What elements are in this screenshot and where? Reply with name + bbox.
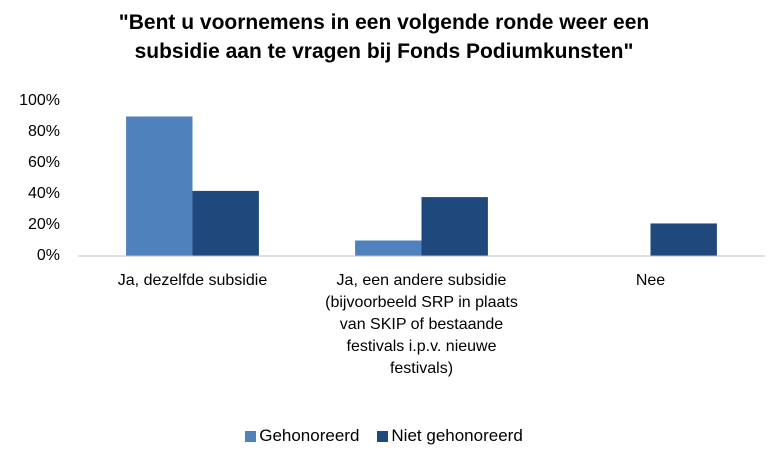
bar [192, 190, 259, 256]
y-tick-label: 60% [28, 154, 60, 171]
bar [355, 240, 422, 256]
legend-label: Gehonoreerd [259, 426, 360, 445]
x-tick-label: Ja, dezelfde subsidie [117, 272, 268, 289]
y-tick-label: 20% [28, 216, 60, 233]
legend-swatch [377, 430, 389, 442]
legend-item: Niet gehonoreerd [377, 426, 523, 446]
y-tick-label: 100% [19, 92, 60, 109]
legend: Gehonoreerd Niet gehonoreerd [0, 426, 768, 446]
y-tick-label: 40% [28, 185, 60, 202]
bar [421, 197, 488, 256]
chart-title: "Bent u voornemens in een volgende ronde… [118, 11, 650, 63]
bar [126, 116, 193, 256]
x-tick-label: Ja, een andere subsidie (bijvoorbeeld SR… [325, 272, 518, 377]
legend-swatch [245, 430, 257, 442]
y-tick-label: 80% [28, 123, 60, 140]
x-tick-label: Nee [635, 272, 666, 289]
legend-item: Gehonoreerd [245, 426, 359, 446]
bar [650, 223, 717, 256]
legend-label: Niet gehonoreerd [391, 426, 523, 445]
y-tick-label: 0% [37, 247, 60, 264]
